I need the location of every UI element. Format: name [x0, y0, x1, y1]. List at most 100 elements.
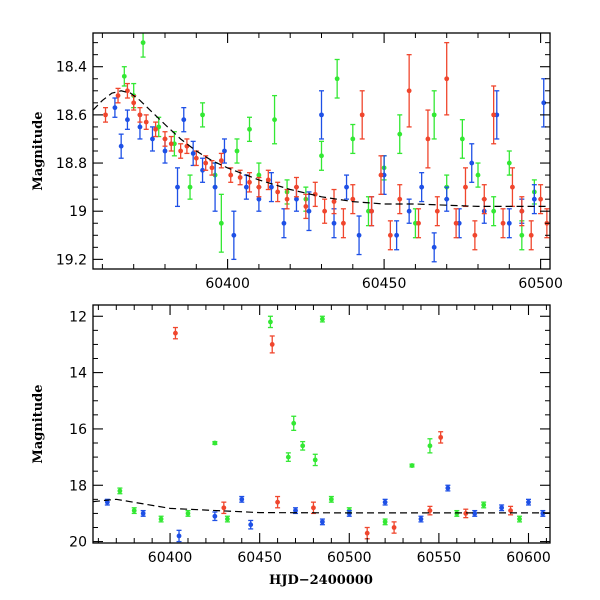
top-point-blue: [444, 186, 450, 212]
bottom-point-blue: [212, 511, 218, 522]
top-point-red: [340, 208, 346, 239]
top-point-blue: [124, 109, 130, 130]
top-x-tick-label: 60400: [205, 276, 250, 292]
bottom-point-green: [224, 515, 230, 523]
top-point-red: [153, 121, 159, 138]
top-point-red: [331, 188, 337, 215]
top-point-blue: [531, 184, 537, 215]
top-point-blue: [541, 78, 547, 128]
top-point-red: [491, 85, 497, 145]
top-point-green: [247, 116, 253, 143]
top-point-blue: [190, 140, 196, 167]
bottom-point-green: [291, 415, 297, 431]
top-point-green: [156, 116, 162, 138]
top-point-blue: [175, 167, 181, 208]
top-point-red: [519, 196, 525, 227]
top-point-red: [462, 167, 468, 208]
bottom-point-blue: [176, 529, 182, 543]
top-point-blue: [406, 198, 412, 224]
bottom-y-tick-label: 12: [69, 309, 87, 325]
top-model-curve: [93, 90, 550, 207]
top-point-green: [121, 66, 127, 87]
top-point-blue: [118, 133, 124, 159]
top-point-red: [209, 159, 215, 176]
top-point-red: [416, 208, 422, 239]
top-point-red: [387, 220, 393, 251]
bottom-point-blue: [540, 509, 546, 517]
top-point-green: [334, 58, 340, 99]
top-point-red: [500, 208, 506, 239]
top-x-tick-label: 60500: [518, 276, 563, 292]
bottom-point-blue: [140, 509, 146, 517]
top-point-green: [140, 33, 146, 58]
bottom-point-green: [481, 501, 487, 509]
bottom-model-curve: [93, 498, 550, 514]
top-point-blue: [268, 172, 274, 203]
bottom-point-green: [285, 452, 291, 462]
bottom-data-points: [104, 315, 546, 543]
bottom-x-tick-label: 60400: [148, 550, 193, 566]
top-point-blue: [506, 208, 512, 239]
bottom-panel: 60400 60450 60500 60550 60600 12 14 16 18 20 Magn…: [31, 304, 551, 588]
top-point-green: [350, 123, 356, 155]
bottom-point-green: [312, 453, 318, 467]
bottom-point-red: [391, 521, 397, 534]
top-point-green: [272, 94, 278, 145]
top-point-red: [103, 107, 109, 123]
top-point-blue: [243, 174, 249, 200]
bottom-point-red: [172, 326, 178, 340]
bottom-point-red: [508, 505, 514, 516]
top-point-red: [481, 184, 487, 215]
top-point-red: [143, 114, 149, 130]
top-point-red: [378, 155, 384, 195]
bottom-point-blue: [525, 498, 531, 506]
bottom-x-axis-title: HJD−2400000: [269, 573, 373, 588]
bottom-y-tick-label: 18: [69, 478, 87, 494]
bottom-point-red: [438, 431, 444, 444]
bottom-point-green: [267, 315, 273, 329]
top-point-green: [187, 174, 193, 200]
top-y-axis-title: Magnitude: [31, 111, 46, 190]
top-point-blue: [344, 174, 350, 200]
top-point-red: [265, 169, 271, 191]
top-point-red: [359, 90, 365, 140]
bottom-y-tick-label: 14: [69, 366, 87, 382]
top-point-red: [322, 198, 328, 224]
bottom-point-green: [427, 438, 433, 454]
bottom-axis-ticks: 60400 60450 60500 60550 60600 12 14 16 18 20: [69, 305, 551, 566]
top-point-blue: [356, 215, 362, 256]
bottom-point-green: [117, 487, 123, 495]
bottom-point-blue: [499, 504, 505, 512]
top-point-green: [431, 90, 437, 140]
top-point-red: [256, 176, 262, 198]
bottom-point-red: [275, 495, 281, 509]
top-point-red: [425, 109, 431, 169]
top-point-red: [406, 54, 412, 128]
top-point-red: [312, 181, 318, 208]
top-point-blue: [231, 210, 237, 261]
top-point-red: [434, 196, 440, 227]
top-point-blue: [200, 157, 206, 183]
bottom-point-green: [517, 515, 523, 523]
bottom-point-blue: [248, 519, 254, 530]
top-point-red: [350, 184, 356, 215]
bottom-x-tick-label: 60450: [237, 550, 282, 566]
bottom-point-red: [221, 501, 227, 515]
bottom-point-green: [185, 509, 191, 517]
top-axis-ticks: 60400 60450 60500 18.4 18.6 18.8 19 19.2: [56, 33, 563, 292]
bottom-point-green: [300, 440, 306, 451]
top-point-blue: [112, 97, 118, 118]
bottom-plot-frame: [92, 304, 551, 544]
top-panel: 60400 60450 60500 18.4 18.6 18.8 19 19.2 Magnit…: [31, 32, 563, 292]
top-data-points: [103, 33, 550, 263]
top-point-red: [162, 131, 168, 147]
top-point-blue: [394, 220, 400, 251]
top-point-green: [459, 119, 465, 159]
top-y-tick-label: 18.6: [56, 108, 87, 124]
top-point-red: [538, 184, 544, 215]
bottom-y-axis-title: Magnitude: [31, 384, 46, 463]
top-point-red: [115, 87, 121, 104]
top-point-green: [397, 114, 403, 155]
bottom-point-green: [319, 315, 325, 323]
